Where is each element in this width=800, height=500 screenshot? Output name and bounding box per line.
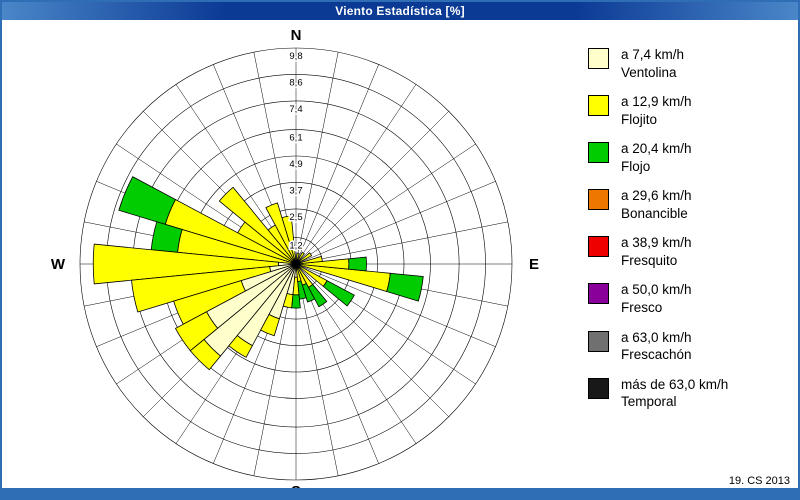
petal-segment-flojito [265,202,297,265]
compass-south: S [291,483,301,488]
legend-label: a 7,4 km/h Ventolina [621,47,685,80]
grid-spoke [295,263,496,347]
grid-spoke [295,263,339,476]
legend-item: a 7,4 km/h Ventolina [588,46,788,81]
title-bar: Viento Estadística [%] [2,2,798,20]
ring-label: 1,2 [289,241,302,252]
footer-credit: 19. CS 2013 [728,475,790,487]
grid-spoke [295,84,417,265]
petal-segment-flojo [118,176,177,225]
ring-label: 4,9 [289,159,302,170]
legend-swatch-flojo [588,142,609,164]
petal-segment-flojito [295,255,323,265]
legend-swatch-frescachón [588,330,609,352]
legend-item: más de 63,0 km/h Temporal [588,376,788,411]
petal-segment-flojito [260,313,280,337]
petal-segment-flojo [150,221,183,253]
ring-label: 6,1 [289,133,302,144]
legend-item: a 38,9 km/h Fresquito [588,234,788,269]
wind-rose-chart: 1,2 2,5 3,7 4,9 6,1 7,4 8,6 9,8 N S W E [51,27,539,488]
ring-label: 9,8 [289,51,302,62]
chart-area: 1,2 2,5 3,7 4,9 6,1 7,4 8,6 9,8 N S W E a 7,4 km/hV… [2,20,798,488]
legend-label: a 29,6 km/h Bonancible [621,188,692,221]
petal-segment-flojito [295,252,313,265]
legend-swatch-fresco [588,283,609,305]
legend-label: a 20,4 km/h Flojo [621,141,692,174]
petal-segment-flojito [189,338,222,371]
petal-segment-flojo [386,272,424,302]
legend-swatch-bonancible [588,189,609,211]
legend-swatch-flojito [588,95,609,117]
petal-segment-flojito [174,311,219,352]
legend-item: a 50,0 km/h Fresco [588,281,788,316]
petal-segment-flojo [291,294,301,309]
compass-east: E [529,256,539,273]
legend-swatch-ventolina [588,48,609,69]
petal-segment-flojito [131,266,272,313]
legend-item: a 20,4 km/h Flojo [588,140,788,175]
legend: a 7,4 km/h Ventolina a 12,9 km/h Flojito a 2… [588,46,788,411]
grid-spoke [295,143,476,265]
grid-spoke [295,52,339,265]
grid-spoke [295,221,508,265]
legend-item: a 29,6 km/h Bonancible [588,187,788,222]
compass-north: N [291,27,302,44]
legend-label: a 63,0 km/h Frescachón [621,329,692,363]
petal-segment-flojo [348,256,367,272]
legend-item: a 12,9 km/h Flojito [588,93,788,128]
legend-label: a 38,9 km/h Fresquito [621,235,692,268]
grid-spoke [295,64,379,265]
petal-segment-flojo [307,283,328,308]
legend-label: a 50,0 km/h Fresco [621,282,692,316]
window-title: Viento Estadística [%] [335,4,465,18]
grid-spoke [295,181,496,265]
grid-spoke [295,111,449,265]
ring-label: 3,7 [289,185,302,196]
legend-swatch-temporal [588,377,609,399]
legend-label: a 12,9 km/h Flojito [621,94,692,127]
petal-segment-flojo [322,280,355,307]
petal-segment-flojito [295,252,300,265]
compass-west: W [51,256,66,273]
ring-label: 8,6 [289,77,302,88]
legend-item: a 63,0 km/h Frescachón [588,329,788,364]
petal-segment-flojito [228,334,253,358]
legend-swatch-fresquito [588,236,609,258]
petal-segment-flojito [218,186,297,265]
petal-segment-flojito [295,251,305,265]
petal-segment-flojito [173,280,247,325]
petal-segment-flojito [282,293,294,309]
ring-label: 2,5 [289,212,302,223]
bottom-bar [2,488,798,498]
grid-spoke [295,263,449,417]
ring-label: 7,4 [289,104,302,115]
legend-label: más de 63,0 km/h Temporal [621,376,729,410]
